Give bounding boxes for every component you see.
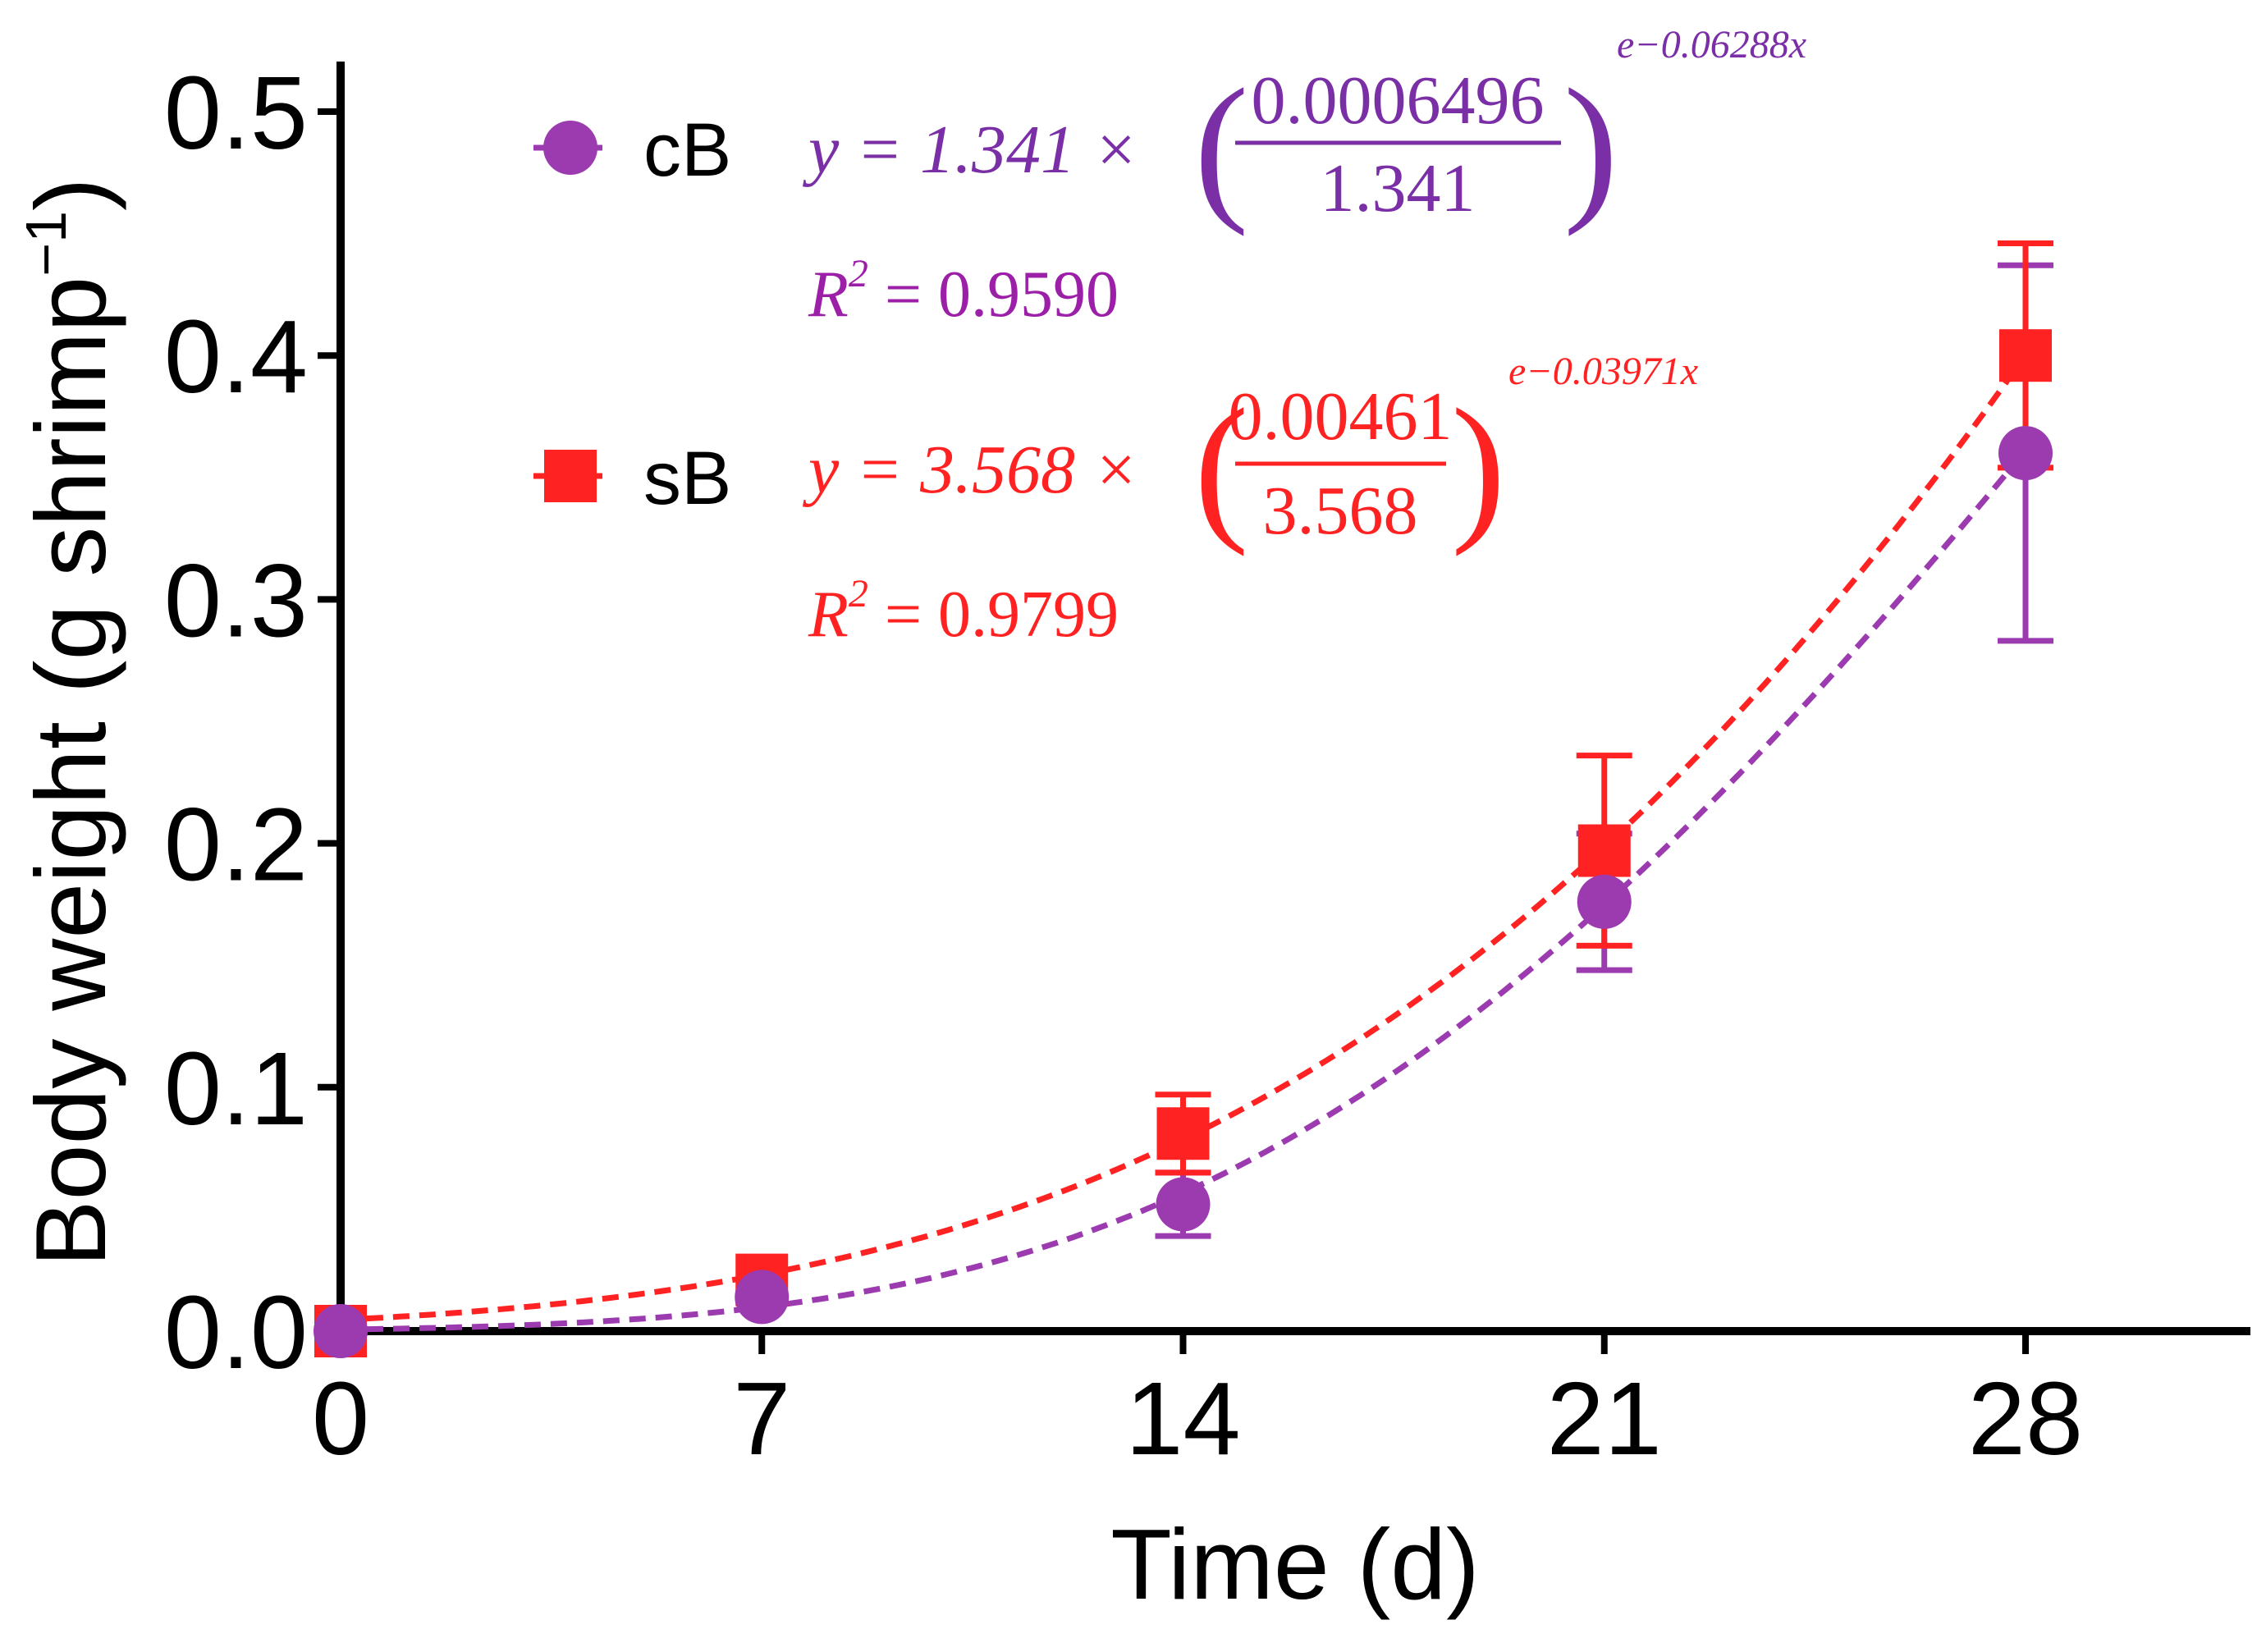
legend-item-sB: sB [533, 437, 731, 520]
r2-cB-label: R [808, 259, 849, 331]
point-cB [735, 1270, 790, 1325]
point-sB [1999, 329, 2052, 382]
point-sB [1577, 824, 1631, 877]
x-tick-label: 21 [1547, 1361, 1662, 1476]
legend-label-cB: cB [643, 108, 731, 192]
point-cB [314, 1304, 368, 1358]
r2-sB: R2 = 0.9799 [808, 572, 1119, 651]
legend-marker-sB [544, 450, 597, 502]
y-tick-label: 0.1 [164, 1031, 308, 1146]
x-ticks: 0 7 14 21 28 [312, 1331, 2083, 1476]
point-sB [1156, 1107, 1210, 1160]
equation-cB-numerator: 0.0006496 [1252, 62, 1545, 139]
x-tick-label: 0 [312, 1361, 369, 1476]
point-cB [1998, 426, 2053, 481]
legend-marker-cB [543, 121, 597, 175]
y-axis-title-close: ) [15, 177, 126, 211]
equation-sB-denominator: 3.568 [1263, 473, 1418, 549]
equation-cB-lhs: y = 1.341 × [802, 112, 1139, 188]
equation-cB-denominator: 1.341 [1321, 150, 1476, 227]
x-tick-label: 7 [733, 1361, 790, 1476]
axes [336, 62, 2250, 1335]
r2-cB: R2 = 0.9590 [808, 252, 1119, 331]
y-axis-title-main: Body weight (g shrimp [15, 277, 126, 1267]
y-tick-label: 0.4 [164, 299, 308, 414]
r2-sB-label: R [808, 579, 849, 651]
y-ticks: 0.0 0.1 0.2 0.3 0.4 0.5 [164, 55, 341, 1390]
equation-cB-open-paren: ( [1194, 56, 1249, 237]
r2-cB-sup: 2 [849, 252, 868, 295]
data-markers [314, 329, 2053, 1358]
y-tick-label: 0.5 [164, 55, 308, 171]
x-axis-title: Time (d) [1110, 1508, 1480, 1620]
y-axis-title: Body weight (g shrimp−1) [14, 177, 126, 1266]
r2-sB-value: = 0.9799 [868, 579, 1119, 651]
r2-cB-text: R2 = 0.9590 [808, 252, 1119, 331]
legend-label-sB: sB [643, 437, 731, 520]
equation-sB-exponent: e−0.03971x [1508, 350, 1698, 393]
equation-cB: y = 1.341 × ( 0.0006496 1.341 ) e−0.0628… [802, 23, 1806, 237]
equation-sB-close-paren: ) [1451, 376, 1506, 557]
legend-item-cB: cB [533, 108, 731, 192]
r2-cB-value: = 0.9590 [868, 259, 1119, 331]
x-tick-label: 14 [1125, 1361, 1240, 1476]
equation-cB-exponent: e−0.06288x [1617, 23, 1806, 66]
y-tick-label: 0.0 [164, 1274, 308, 1390]
x-tick-label: 28 [1968, 1361, 2083, 1476]
legend: cB sB [533, 108, 731, 520]
equation-sB-open-paren: ( [1194, 376, 1249, 557]
equation-sB: y = 3.568 × ( 0.00461 3.568 ) e−0.03971x [802, 350, 1698, 557]
equation-cB-close-paren: ) [1563, 56, 1618, 237]
r2-sB-sup: 2 [849, 572, 868, 615]
y-tick-label: 0.2 [164, 787, 308, 903]
y-tick-label: 0.3 [164, 542, 308, 658]
equation-sB-lhs: y = 3.568 × [802, 432, 1139, 508]
equation-sB-numerator: 0.00461 [1229, 378, 1453, 455]
y-axis-title-sup: −1 [14, 211, 78, 277]
point-cB [1156, 1177, 1211, 1232]
r2-sB-text: R2 = 0.9799 [808, 572, 1119, 651]
point-cB [1577, 874, 1632, 929]
